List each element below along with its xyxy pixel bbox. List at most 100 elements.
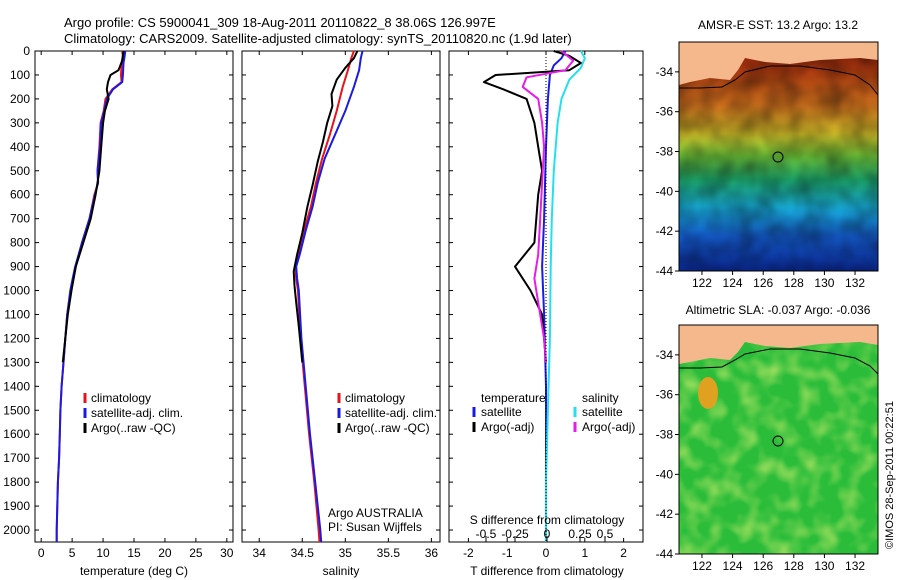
sst-land-mask	[679, 42, 878, 85]
x-tick-label: 5	[69, 546, 76, 560]
series-line-argo-adj-temperature	[482, 50, 582, 363]
s-tick-label: -0.25	[501, 527, 529, 541]
depth-tick-label: 1400	[3, 379, 30, 393]
temperature-profile-plot: 0 5 10 15 20 25 300100200300400500600700800900…	[3, 44, 234, 560]
sla-coastline	[679, 348, 878, 375]
depth-tick-label: 1600	[3, 427, 30, 441]
x-tick-label: 30	[220, 546, 234, 560]
t-difference-axis-label: T difference from climatology	[470, 564, 624, 578]
temperature-legend: climatology satellite-adj. clim. Argo(..…	[83, 391, 183, 435]
map-x-tick-label: 126	[753, 276, 773, 290]
sst-texture	[679, 42, 878, 271]
s-difference-axis-label: S difference from climatology	[470, 513, 625, 527]
series-line-argo-adj-salinity	[521, 50, 575, 363]
depth-tick-label: 2000	[3, 523, 30, 537]
salinity-legend: climatology satellite-adj. clim. Argo(..…	[328, 391, 437, 534]
depth-tick-label: 700	[10, 212, 30, 226]
depth-tick-label: 1800	[3, 475, 30, 489]
legend-label-argo: Argo(..raw -QC)	[91, 421, 176, 435]
sst-map-title: AMSR-E SST: 13.2 Argo: 13.2	[698, 18, 858, 32]
map-x-tick-label: 122	[692, 276, 712, 290]
map-x-tick-label: 128	[784, 559, 804, 573]
depth-tick-label: 0	[23, 44, 30, 58]
temperature-panel-frame	[34, 50, 234, 543]
legend-header-salinity: salinity	[582, 391, 619, 405]
sla-map-title: Altimetric SLA: -0.037 Argo: -0.036	[686, 303, 871, 317]
depth-tick-label: 500	[10, 164, 30, 178]
sst-map-ticks: 122 124 126 128 130 132 -34 -36 -38 -40 -42 -44	[656, 65, 866, 290]
imos-credit: ©IMOS 28-Sep-2011 00:22:51	[884, 401, 896, 549]
legend-label-climatology: climatology	[345, 391, 405, 405]
legend-label-satellite: satellite-adj. clim.	[91, 406, 183, 420]
depth-tick-label: 1200	[3, 331, 30, 345]
x-tick-label: 0	[543, 546, 550, 560]
sst-map	[679, 42, 878, 271]
x-tick-label: 0	[38, 546, 45, 560]
map-y-tick-label: -34	[656, 348, 674, 362]
map-y-tick-label: -44	[656, 264, 674, 278]
sst-argo-marker	[772, 151, 784, 163]
depth-tick-label: 100	[10, 68, 30, 82]
x-tick-label: 20	[158, 546, 172, 560]
legend-label-satellite: satellite-adj. clim.	[345, 406, 437, 420]
map-y-tick-label: -38	[656, 145, 674, 159]
legend-label-argo: Argo(..raw -QC)	[345, 421, 430, 435]
depth-tick-label: 1500	[3, 403, 30, 417]
map-y-tick-label: -34	[656, 65, 674, 79]
series-line-satellite-adj-clim	[295, 50, 364, 543]
depth-tick-label: 400	[10, 140, 30, 154]
depth-tick-label: 1900	[3, 499, 30, 513]
map-y-tick-label: -44	[656, 547, 674, 561]
x-tick-label: 25	[189, 546, 203, 560]
salinity-profile-plot: 34 34.5 35 35.5 36	[242, 50, 440, 560]
depth-tick-label: 900	[10, 260, 30, 274]
x-tick-label: 34	[253, 546, 267, 560]
sla-argo-marker	[772, 435, 784, 447]
legend-label-argo-salinity: Argo(-adj)	[582, 420, 635, 434]
legend-label-satellite-temperature: satellite	[481, 405, 522, 419]
map-x-tick-label: 130	[814, 559, 834, 573]
series-line-satellite-adj-clim	[55, 50, 127, 542]
legend-header-temperature: temperature	[481, 391, 546, 405]
pi-annotation: PI: Susan Wijffels	[328, 520, 422, 534]
map-y-tick-label: -38	[656, 428, 674, 442]
salinity-panel-frame	[241, 50, 441, 543]
x-tick-label: 15	[127, 546, 141, 560]
map-x-tick-label: 130	[814, 276, 834, 290]
x-tick-label: 2	[620, 546, 627, 560]
map-x-tick-label: 124	[723, 276, 743, 290]
x-tick-label: -2	[463, 546, 474, 560]
sla-anomaly-blob	[698, 377, 718, 409]
x-tick-label: 36	[425, 546, 439, 560]
x-tick-label: -1	[502, 546, 513, 560]
map-x-tick-label: 122	[692, 559, 712, 573]
map-y-tick-label: -40	[656, 184, 674, 198]
x-tick-label: 1	[581, 546, 588, 560]
x-tick-label: 34.5	[291, 546, 315, 560]
s-tick-label: 0	[544, 527, 551, 541]
x-tick-label: 35	[339, 546, 353, 560]
map-x-tick-label: 132	[845, 276, 865, 290]
map-x-tick-label: 128	[784, 276, 804, 290]
argo-australia-annotation: Argo AUSTRALIA	[328, 506, 423, 520]
salinity-axis-label: salinity	[323, 564, 360, 578]
series-line-argo-raw-qc	[61, 50, 125, 363]
series-line-satellite-salinity	[545, 50, 586, 542]
depth-tick-label: 1700	[3, 451, 30, 465]
s-difference-tick-labels: -0.5 -0.25 0 0.25 0.5	[476, 527, 614, 542]
difference-profile-plot: -2 -1 0 1 2	[449, 50, 643, 560]
map-x-tick-label: 126	[753, 559, 773, 573]
series-line-argo-raw-qc	[292, 50, 359, 363]
map-x-tick-label: 132	[845, 559, 865, 573]
sla-land-mask	[679, 325, 878, 364]
sla-map-ticks: 122 124 126 128 130 132 -34 -36 -38 -40 -42 -44	[656, 348, 866, 573]
sla-map	[679, 325, 878, 554]
temperature-axis-label: temperature (deg C)	[80, 564, 188, 578]
depth-tick-label: 200	[10, 92, 30, 106]
x-tick-label: 35.5	[377, 546, 401, 560]
s-tick-label: -0.5	[476, 527, 497, 541]
map-x-tick-label: 124	[723, 559, 743, 573]
sst-map-frame	[678, 41, 879, 272]
difference-legend: temperature salinity satellite Argo(-adj…	[472, 391, 635, 434]
